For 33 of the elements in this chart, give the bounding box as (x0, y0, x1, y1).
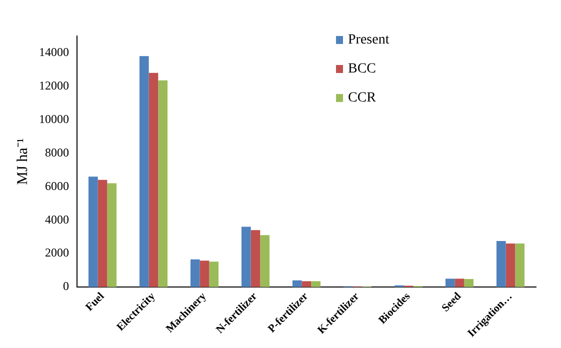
y-tick-label: 6000 (45, 178, 69, 193)
bar (302, 281, 312, 288)
bar (148, 72, 158, 288)
y-tick-label: 0 (63, 279, 69, 294)
y-tick-label: 2000 (45, 246, 69, 260)
legend-label: Present (348, 32, 390, 48)
bar (88, 176, 98, 288)
bar (98, 180, 108, 288)
bar (200, 260, 210, 288)
bar (515, 244, 525, 288)
y-tick-label: 14000 (39, 44, 69, 59)
bar (445, 278, 455, 288)
bar (190, 259, 200, 288)
bar (311, 281, 321, 288)
bar (260, 235, 270, 288)
bar (292, 280, 302, 288)
bar (496, 241, 506, 288)
bar (464, 279, 474, 288)
y-tick-label: 10000 (39, 112, 69, 126)
y-tick-label: 4000 (45, 212, 69, 226)
bar (241, 226, 251, 288)
bar (209, 262, 219, 288)
y-tick-label: 8000 (45, 145, 69, 160)
bar (139, 56, 149, 288)
bar (158, 80, 168, 288)
legend-label: BCC (348, 62, 376, 77)
bar (250, 230, 260, 288)
bar (454, 278, 464, 288)
y-tick-label: 12000 (39, 78, 69, 92)
legend-label: CCR (348, 90, 377, 106)
bar (506, 244, 516, 288)
bar (107, 183, 117, 288)
y-axis-title: MJ ha⁻¹ (14, 138, 31, 185)
